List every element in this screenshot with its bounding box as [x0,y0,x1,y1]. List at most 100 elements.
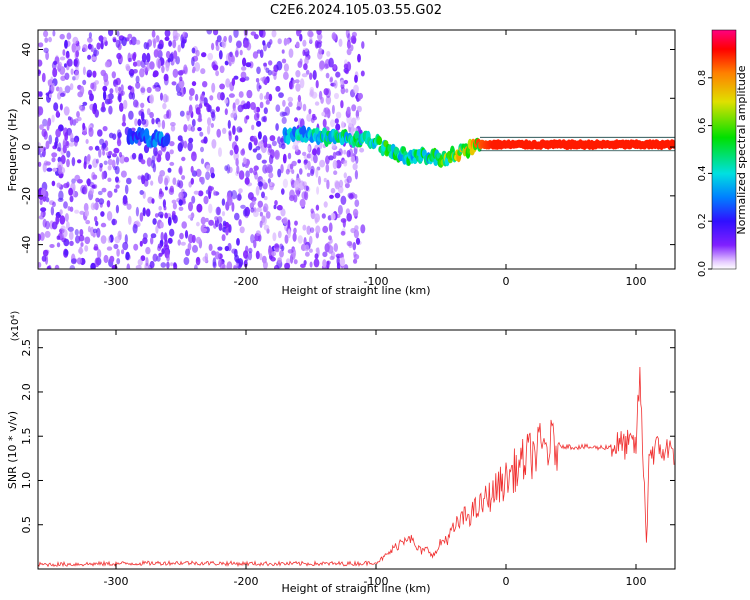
noise-dot [133,99,139,108]
noise-dot [146,108,151,116]
noise-dot [261,255,267,264]
noise-dot [302,103,307,112]
noise-dot [107,93,114,100]
noise-dot [261,215,266,224]
noise-dot [239,127,243,133]
noise-dot [315,167,319,178]
noise-dot [56,242,61,248]
noise-dot [44,230,51,238]
noise-dot [322,118,327,128]
noise-dot [334,118,339,124]
noise-dot [51,114,55,123]
noise-dot [206,30,213,35]
noise-dot [295,70,301,78]
noise-dot [157,59,161,69]
noise-dot [259,49,264,58]
noise-dot [331,32,337,40]
noise-dot [79,210,85,215]
noise-dot [200,158,205,165]
noise-dot [238,188,243,194]
noise-dot [165,62,170,72]
noise-dot [279,250,284,258]
x-tick-label: -200 [234,275,259,288]
noise-dot [257,131,262,140]
noise-dot [271,140,277,147]
noise-dot [69,206,74,212]
noise-dot [167,216,172,226]
noise-dot [67,116,72,121]
noise-dot [195,168,202,177]
noise-dot [76,257,82,265]
noise-dot [326,50,331,57]
noise-dot [121,36,127,47]
noise-dot [348,122,353,128]
noise-dot [191,56,195,67]
noise-dot [351,117,357,126]
noise-dot [38,161,42,167]
noise-dot [96,249,102,259]
noise-dot [40,207,47,213]
noise-dot [354,74,358,83]
noise-dot [128,215,132,225]
noise-dot [276,204,283,211]
noise-dot [289,163,294,170]
noise-dot [287,228,291,239]
noise-dot [38,70,42,75]
noise-dot [180,40,185,49]
noise-dot [353,258,358,264]
noise-dot [88,127,94,137]
noise-dot [139,212,144,222]
noise-dot [204,252,209,261]
noise-dot [331,104,335,115]
noise-dot [279,111,286,117]
noise-dot [287,96,294,103]
noise-dot [188,137,194,143]
noise-dot [94,257,100,268]
noise-dot [192,244,198,253]
colorbar: 0.0 0.2 0.4 0.6 0.8 Normalized spectral ampl… [697,29,748,277]
noise-dot [173,50,178,60]
noise-dot [164,175,170,184]
noise-dot [185,248,191,257]
noise-dot [315,225,321,234]
noise-dot [118,151,123,158]
noise-dot [200,216,206,225]
noise-dot [184,230,189,239]
noise-dot [158,205,162,211]
noise-dot [68,187,73,196]
noise-dot [234,50,239,58]
noise-dot [245,62,252,68]
noise-dot [334,181,340,190]
noise-dot [38,262,42,268]
noise-dot [57,164,62,175]
noise-dot [179,110,185,117]
noise-dot [355,237,361,245]
noise-dot [57,156,62,163]
y-tick-label: 20 [20,91,33,105]
noise-dot [41,72,46,83]
noise-dot [191,81,197,87]
noise-dot [297,94,302,103]
noise-dot [170,125,176,132]
noise-dot [260,77,265,82]
colorbar-tick-label: 0.8 [697,70,708,86]
noise-dot [64,85,71,94]
noise-dot [312,148,317,156]
noise-dot [238,170,245,180]
noise-dot [282,178,288,188]
noise-dot [128,110,134,120]
noise-dot [69,195,74,203]
noise-dot [89,187,95,195]
noise-dot [127,33,133,39]
noise-dot [133,243,139,251]
noise-dot [226,261,233,269]
noise-dot [95,220,99,227]
x-tick-label: -200 [234,575,259,588]
noise-dot [145,209,149,216]
noise-dot [334,192,341,199]
noise-dot [116,156,120,166]
noise-dot [126,203,132,210]
noise-dot [248,251,253,261]
noise-dot [125,251,130,261]
noise-dot [116,52,122,60]
